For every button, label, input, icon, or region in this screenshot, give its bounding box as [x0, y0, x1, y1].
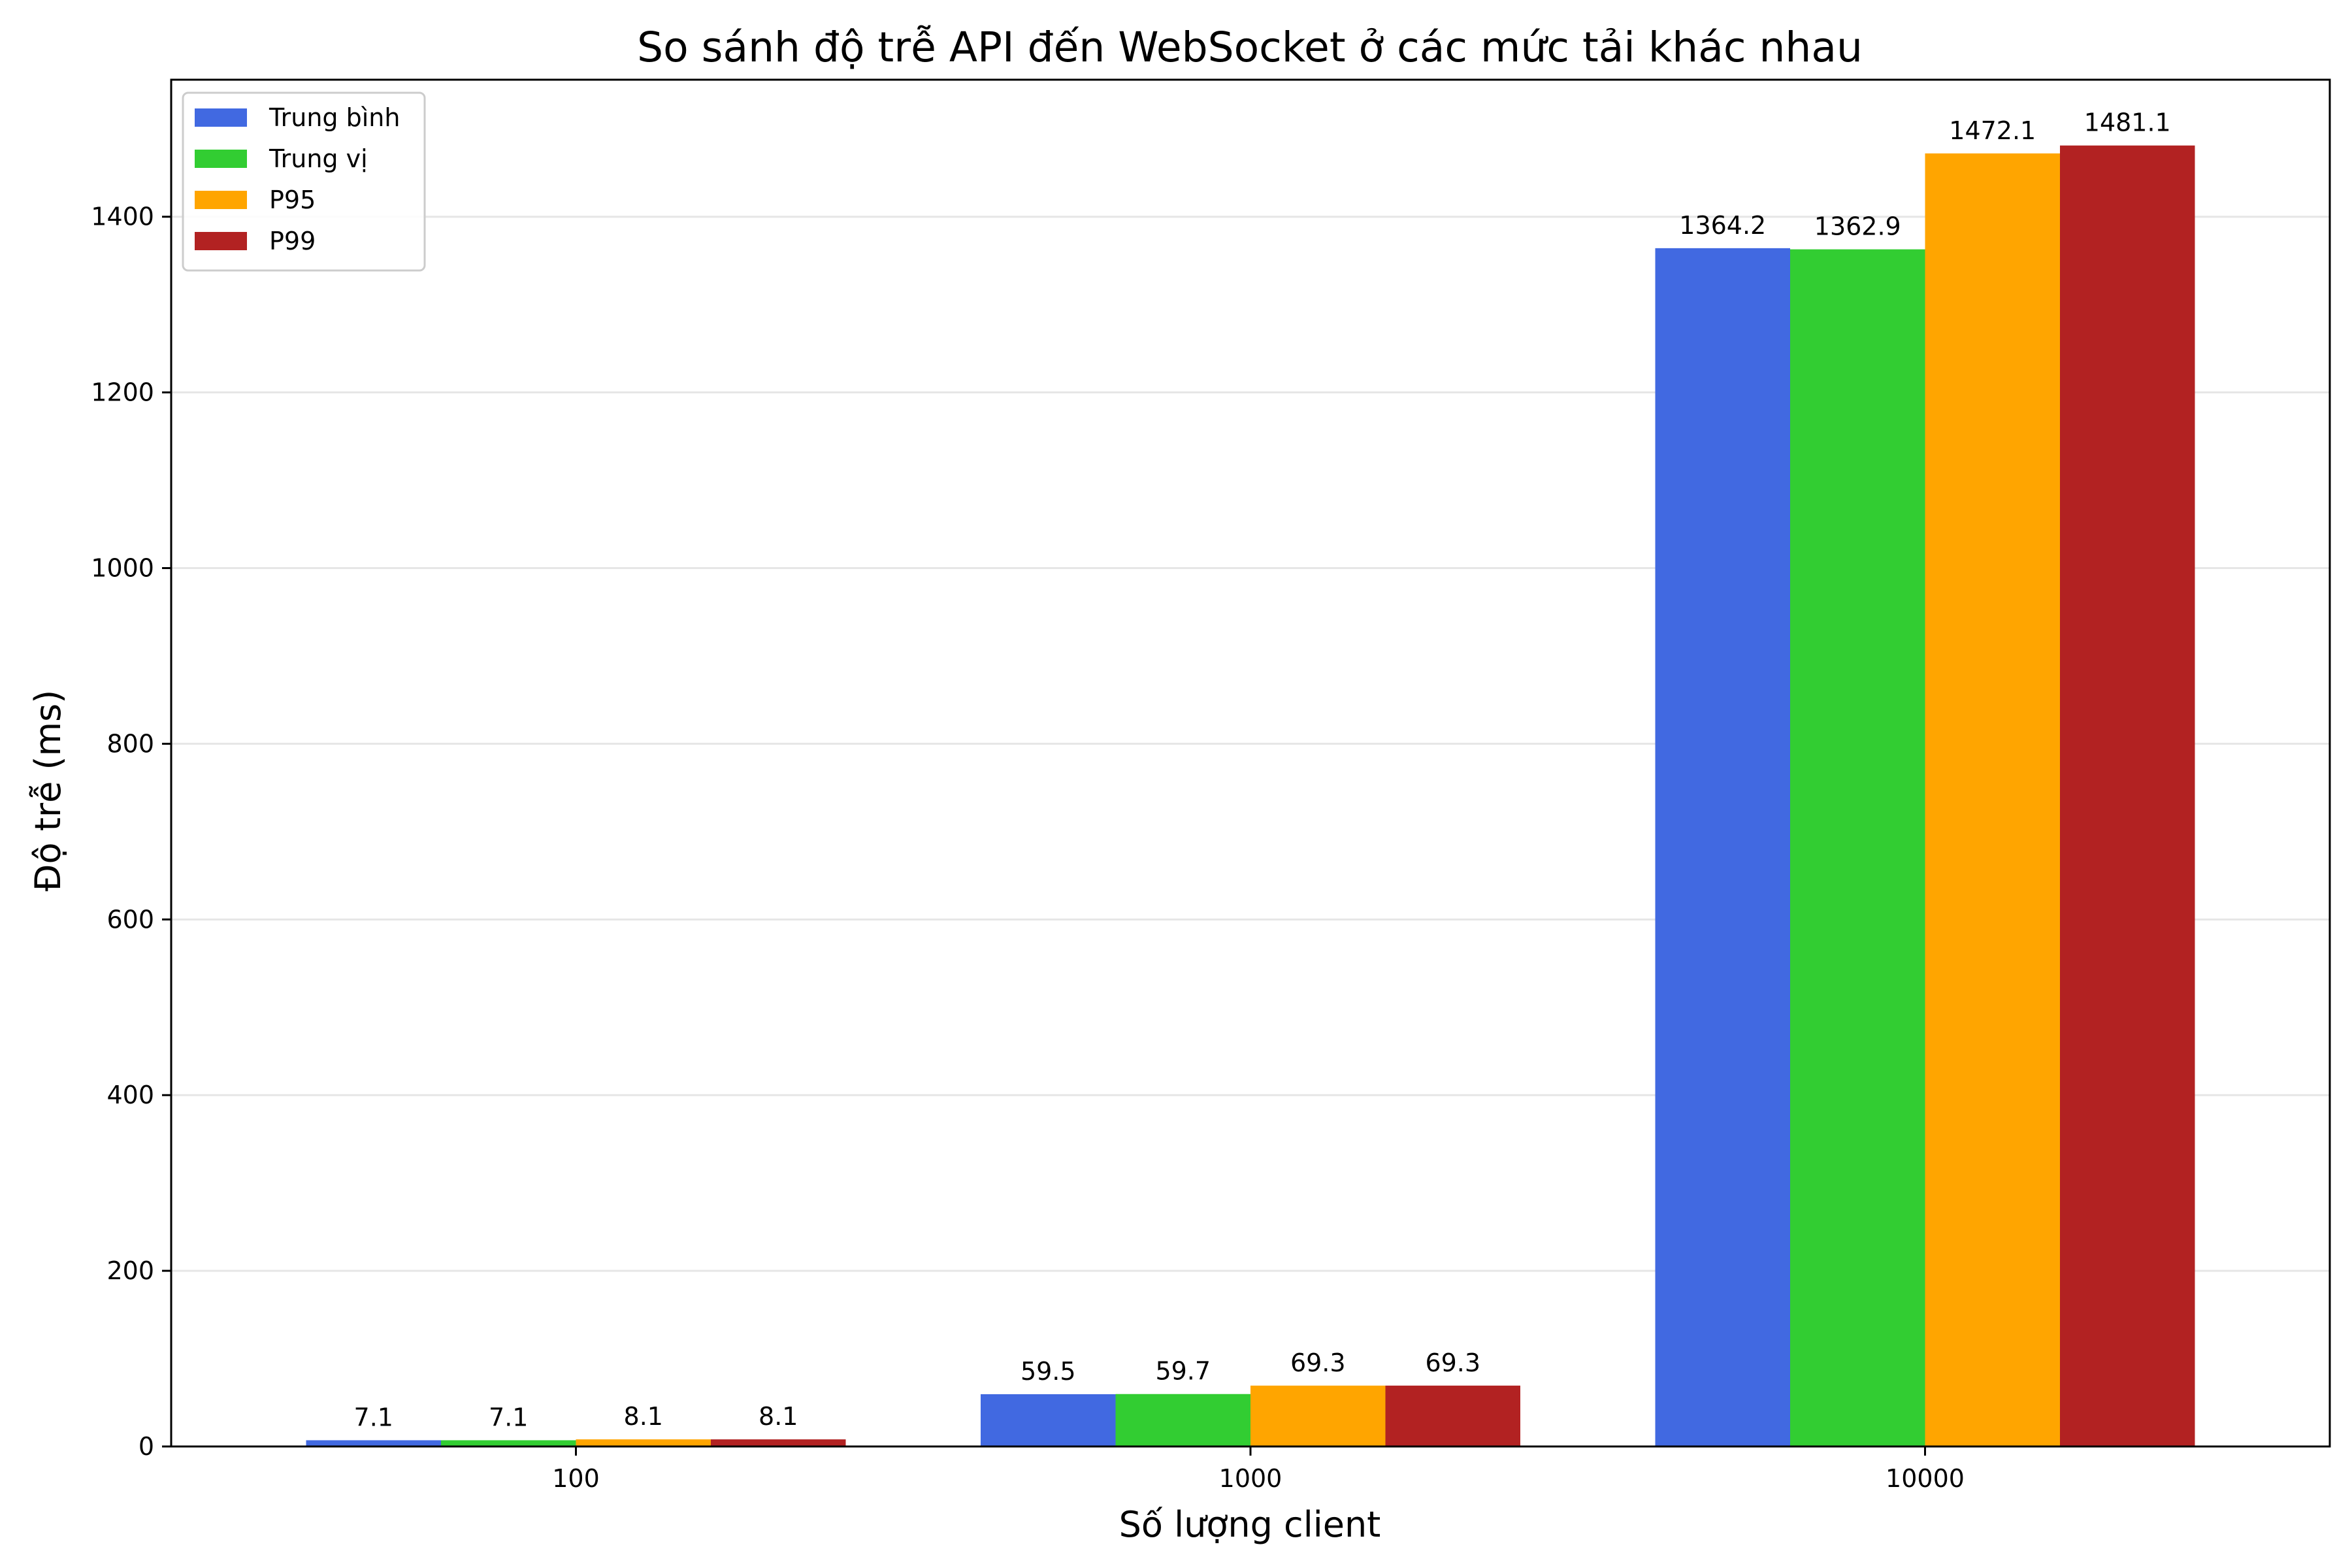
bar — [1790, 249, 1925, 1447]
bar-value-label: 69.3 — [1290, 1348, 1346, 1377]
y-tick-label: 1200 — [91, 378, 154, 407]
legend-label: Trung bình — [269, 103, 400, 132]
bar-value-label: 8.1 — [759, 1402, 798, 1431]
y-tick-label: 400 — [106, 1081, 154, 1109]
bar-value-label: 1362.9 — [1814, 212, 1901, 241]
bar — [306, 1440, 441, 1446]
legend-swatch — [195, 232, 247, 250]
y-tick-label: 1000 — [91, 554, 154, 583]
y-tick-label: 1400 — [91, 203, 154, 231]
bar — [1250, 1385, 1386, 1446]
axes: 0 200 400 600 800 1000 1200 1400 100 1000 10000 — [91, 78, 2331, 1493]
y-tick-label: 200 — [106, 1256, 154, 1285]
x-tick-label: 10000 — [1886, 1464, 1965, 1493]
bar — [1385, 1385, 1520, 1446]
legend-swatch — [195, 108, 247, 127]
bar — [1925, 153, 2060, 1447]
bar-value-label: 59.7 — [1155, 1357, 1211, 1386]
x-axis-title: Số lượng client — [1119, 1504, 1381, 1545]
legend-label: Trung vị — [269, 144, 368, 173]
legend-label: P99 — [269, 227, 316, 255]
bar-value-label: 1472.1 — [1949, 116, 2036, 145]
legend-label: P95 — [269, 186, 316, 214]
bars — [306, 145, 2195, 1447]
legend-swatch — [195, 150, 247, 168]
bar-value-label: 8.1 — [624, 1402, 663, 1431]
bar — [1655, 248, 1790, 1447]
x-tick-label: 100 — [552, 1464, 600, 1493]
bar — [1115, 1394, 1250, 1446]
data-labels: 7.1 7.1 8.1 8.1 59.5 59.7 69.3 69.3 1364.2 1362.9… — [354, 108, 2171, 1432]
y-axis-title: Độ trễ (ms) — [27, 690, 69, 892]
bar-value-label: 7.1 — [489, 1403, 528, 1431]
legend: Trung bình Trung vị P95 P99 — [182, 91, 426, 272]
plot-frame — [170, 78, 2331, 1448]
chart-title: So sánh độ trễ API đến WebSocket ở các m… — [637, 24, 1863, 71]
x-tick-label: 1000 — [1219, 1464, 1282, 1493]
bar-value-label: 1364.2 — [1679, 211, 1766, 240]
y-tick-label: 600 — [106, 905, 154, 934]
legend-box — [182, 91, 426, 272]
legend-swatch — [195, 191, 247, 209]
bar-value-label: 69.3 — [1425, 1348, 1480, 1377]
bar — [576, 1439, 711, 1446]
y-tick-label: 800 — [106, 729, 154, 758]
bar-value-label: 1481.1 — [2084, 108, 2171, 137]
bar — [711, 1439, 846, 1446]
bar-value-label: 7.1 — [354, 1403, 393, 1431]
bar — [441, 1440, 576, 1446]
bar-value-label: 59.5 — [1021, 1357, 1076, 1386]
y-tick-label: 0 — [139, 1432, 154, 1461]
bar — [2060, 145, 2195, 1446]
bar — [981, 1394, 1116, 1446]
